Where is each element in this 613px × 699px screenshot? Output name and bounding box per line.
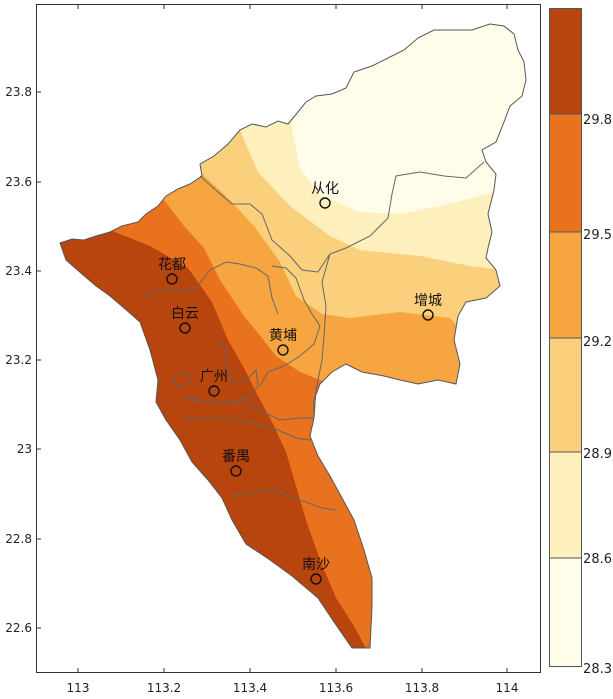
y-tick-label: 22.8 xyxy=(5,532,32,546)
x-tick-label: 113.2 xyxy=(147,681,181,695)
colorbar-label: 28.6 xyxy=(583,552,612,567)
colorbar-label: 29.2 xyxy=(583,335,612,350)
y-tick-label: 22.6 xyxy=(5,621,32,635)
city-marker xyxy=(422,309,434,321)
city-marker xyxy=(277,344,289,356)
colorbar-swatch-28.6 xyxy=(549,452,581,558)
city-guangzhou: 广州 xyxy=(200,369,228,397)
city-marker xyxy=(319,197,331,209)
city-marker xyxy=(179,322,191,334)
city-layer: 从化 花都 白云 黄埔 增城 广州 番禺 南沙 xyxy=(158,181,442,585)
x-axis: 113 113.2 113.4 113.6 113.8 114 xyxy=(67,4,519,695)
boundary-panyu-nansha xyxy=(233,489,337,511)
x-tick-label: 113.4 xyxy=(233,681,267,695)
temperature-field xyxy=(60,24,526,648)
y-tick-label: 23.2 xyxy=(5,353,32,367)
y-tick-label: 23.8 xyxy=(5,85,32,99)
city-label: 广州 xyxy=(200,369,228,385)
colorbar-label: 29.5 xyxy=(583,228,612,243)
city-label: 南沙 xyxy=(302,557,330,573)
boundary-zengcheng xyxy=(313,253,331,419)
city-label: 增城 xyxy=(414,293,442,309)
city-nansha: 南沙 xyxy=(302,557,330,585)
city-label: 白云 xyxy=(171,306,199,322)
city-label: 从化 xyxy=(311,181,339,197)
y-tick-label: 23.6 xyxy=(5,175,32,189)
colorbar-swatch-28.9 xyxy=(549,338,581,452)
boundary-panyu-north xyxy=(184,417,311,441)
city-conghua: 从化 xyxy=(311,181,339,209)
city-marker xyxy=(230,465,242,477)
x-tick-label: 114 xyxy=(496,681,519,695)
boundary-inner-loop xyxy=(173,371,191,389)
plot-frame xyxy=(36,4,541,673)
boundary-huadu-baiyun xyxy=(143,261,279,315)
city-marker xyxy=(166,273,178,285)
city-zengcheng: 增城 xyxy=(414,293,442,321)
city-marker xyxy=(208,385,220,397)
colorbar: 29.8 29.5 29.2 28.9 28.6 28.3 xyxy=(549,8,612,677)
colorbar-label: 29.8 xyxy=(583,113,612,128)
y-tick-label: 23.4 xyxy=(5,264,32,278)
city-huangpu: 黄埔 xyxy=(269,327,297,356)
district-boundaries xyxy=(143,161,485,511)
colorbar-swatch-29.2 xyxy=(549,232,581,338)
x-tick-label: 113.6 xyxy=(319,681,353,695)
colorbar-swatch-29.5 xyxy=(549,114,581,232)
y-tick-marks xyxy=(36,91,41,629)
colorbar-swatch-28.3 xyxy=(549,558,581,666)
city-baiyun: 白云 xyxy=(171,306,199,334)
colorbar-label: 28.9 xyxy=(583,447,612,462)
city-panyu: 番禺 xyxy=(222,449,250,477)
city-huadu: 花都 xyxy=(158,257,186,285)
city-label: 番禺 xyxy=(222,449,250,465)
x-tick-label: 113 xyxy=(67,681,90,695)
x-tick-label: 113.8 xyxy=(405,681,439,695)
x-tick-marks xyxy=(77,4,508,673)
boundary-baiyun-huangpu xyxy=(259,265,321,387)
colorbar-label: 28.3 xyxy=(583,662,612,677)
y-tick-label: 23 xyxy=(17,442,32,456)
city-label: 花都 xyxy=(158,257,186,273)
boundary-haizhu xyxy=(183,397,314,421)
city-label: 黄埔 xyxy=(269,327,297,344)
colorbar-swatch-29.8 xyxy=(549,8,581,114)
y-axis: 23.8 23.6 23.4 23.2 23 22.8 22.6 xyxy=(5,85,41,635)
city-marker xyxy=(310,573,322,585)
